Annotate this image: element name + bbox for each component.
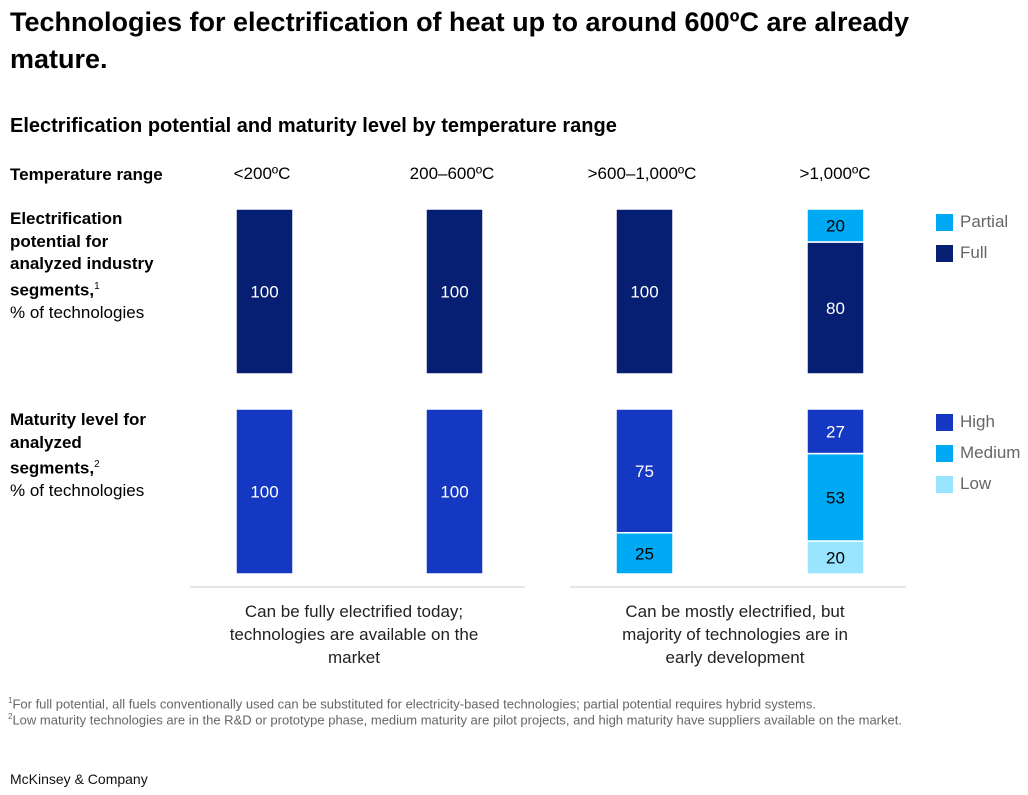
bar-label-1-full-2: 100 — [440, 283, 468, 302]
row2-label: Maturity level for analyzed segments,2 %… — [10, 409, 170, 503]
footnote-1: 1For full potential, all fuels conventio… — [8, 696, 816, 711]
legend-swatch — [936, 475, 953, 493]
legend-swatch — [936, 213, 953, 231]
bar-label-1-full-1: 100 — [250, 283, 278, 302]
row2-sup: 2 — [94, 459, 100, 470]
footnote-2-text: Low maturity technologies are in the R&D… — [12, 712, 902, 728]
footnote-2: 2Low maturity technologies are in the R&… — [8, 712, 902, 727]
legend2-item-low: Low — [936, 474, 991, 494]
legend-label: Medium — [960, 443, 1021, 462]
bar-label-1-partial-4: 20 — [826, 217, 845, 236]
row1-label: Electrification potential for analyzed i… — [10, 208, 170, 324]
bar-2-medium-4 — [806, 452, 865, 542]
temperature-range-label: Temperature range — [10, 165, 163, 184]
note-fully-electrified: Can be fully electrified today; technolo… — [229, 602, 479, 667]
legend1-item-full: Full — [936, 243, 987, 263]
footnote-2-sup: 2 — [8, 712, 13, 721]
legend-label: Partial — [960, 212, 1009, 231]
legend1-item-partial: Partial — [936, 212, 1008, 232]
temp-head-1: <200ºC — [233, 164, 291, 183]
note-mostly-electrified: Can be mostly electrified, but majority … — [622, 602, 848, 667]
bar-label-1-full-3: 100 — [630, 283, 658, 302]
footnote-1-text: For full potential, all fuels convention… — [12, 696, 816, 712]
temp-head-2: 200–600ºC — [409, 164, 495, 183]
legend-swatch — [936, 244, 953, 262]
bar-2-high-3 — [615, 408, 674, 534]
legend-label: High — [960, 412, 995, 431]
legend-label: Full — [960, 243, 988, 262]
bar-1-full-4 — [806, 241, 865, 375]
bar-label-2-high-4: 27 — [826, 422, 845, 441]
bar-label-2-medium-3: 25 — [635, 544, 654, 563]
bar-1-full-1 — [235, 208, 294, 375]
bar-1-full-2 — [425, 208, 484, 375]
chart-subtitle: Electrification potential and maturity l… — [10, 115, 617, 137]
bar-label-2-low-4: 20 — [826, 549, 845, 568]
mckinsey-logo: McKinsey & Company — [10, 771, 148, 787]
bar-label-2-high-3: 75 — [635, 462, 654, 481]
bar-2-high-1 — [235, 408, 294, 575]
bar-1-partial-4 — [806, 208, 865, 243]
legend-swatch — [936, 444, 953, 462]
bar-2-high-2 — [425, 408, 484, 575]
row2-label-unit: % of technologies — [10, 481, 145, 501]
bar-2-high-4 — [806, 408, 865, 455]
row1-sup: 1 — [94, 280, 100, 292]
bar-label-2-medium-4: 53 — [826, 488, 845, 507]
bar-2-medium-3 — [615, 532, 674, 575]
footnote-1-sup: 1 — [8, 696, 13, 705]
legend2-item-medium: Medium — [936, 443, 1020, 463]
bar-label-1-full-4: 80 — [826, 299, 845, 318]
chart-title: Technologies for electrification of heat… — [10, 7, 910, 74]
temp-head-3: >600–1,000ºC — [587, 164, 697, 183]
row1-label-bold: Electrification potential for analyzed i… — [10, 209, 154, 300]
legend2-item-high: High — [936, 412, 995, 432]
legend-label: Low — [960, 474, 992, 493]
row1-label-unit: % of technologies — [10, 302, 145, 322]
bar-label-2-high-1: 100 — [250, 483, 278, 502]
bar-1-full-3 — [615, 208, 674, 375]
temp-head-4: >1,000ºC — [799, 164, 871, 183]
legend-swatch — [936, 413, 953, 431]
row2-label-bold: Maturity level for analyzed segments, — [10, 410, 147, 478]
bar-label-2-high-2: 100 — [440, 483, 468, 502]
